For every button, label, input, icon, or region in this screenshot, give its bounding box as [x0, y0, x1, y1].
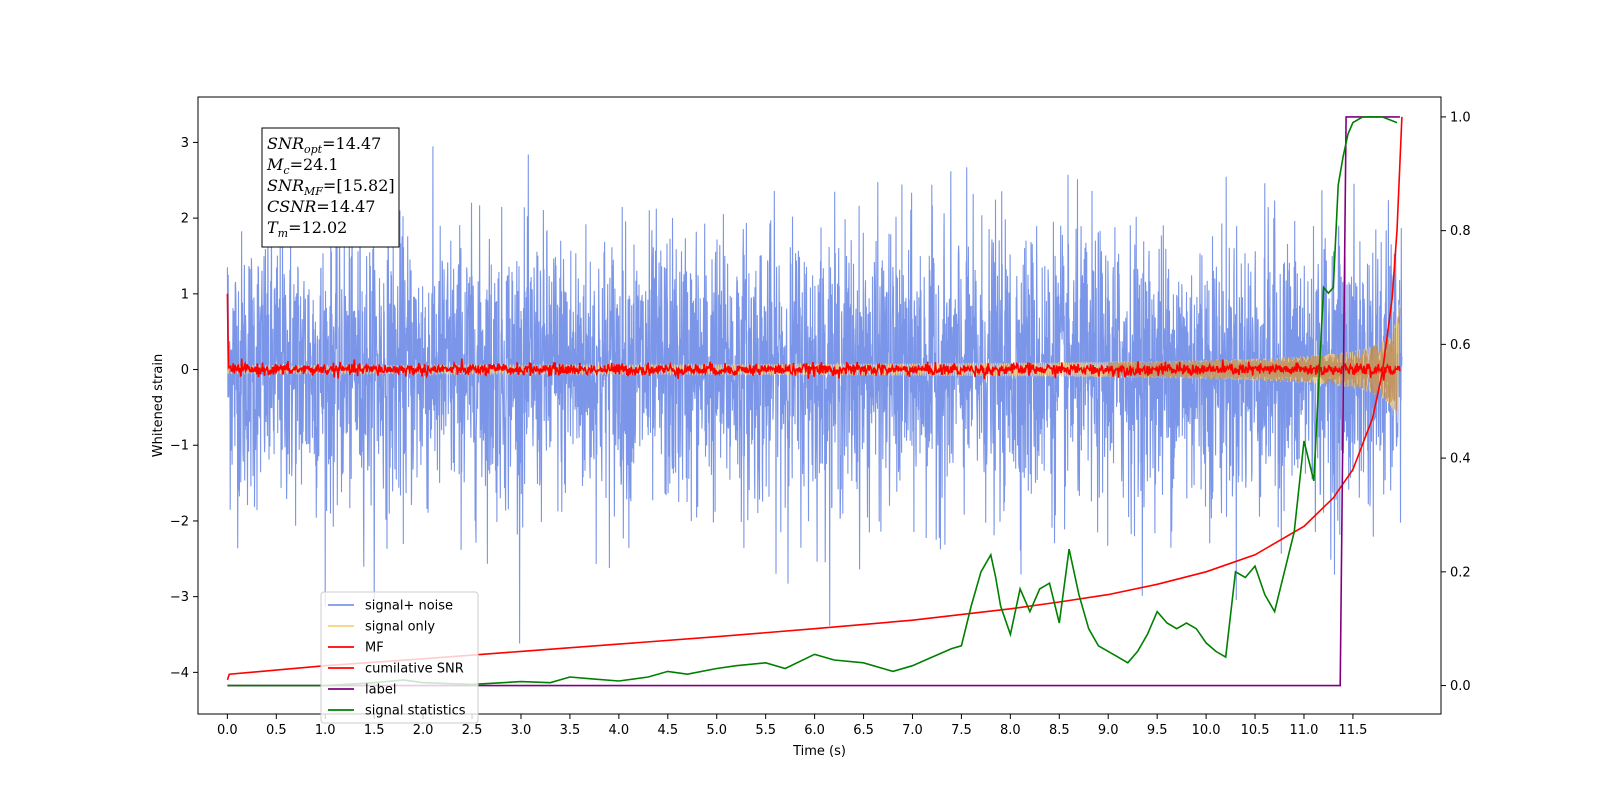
legend-entry: MF	[365, 641, 384, 656]
y2-tick-label: 0.8	[1450, 224, 1471, 239]
series-cumulative-snr	[226, 116, 1403, 681]
y-tick-label: −3	[170, 590, 189, 605]
x-tick-label: 3.0	[511, 723, 532, 738]
x-tick-label: 9.0	[1098, 723, 1119, 738]
annotation-frame	[261, 127, 400, 248]
x-tick-label: 7.0	[902, 723, 923, 738]
x-tick-label: 10.5	[1241, 723, 1270, 738]
y-tick-label: 0	[181, 363, 189, 378]
x-tick-label: 10.0	[1192, 723, 1221, 738]
plot-frame	[197, 96, 1442, 715]
legend-entry: signal statistics	[365, 704, 466, 719]
annotation-line: Mc=24.1	[266, 155, 339, 177]
legend-entry: cumilative SNR	[365, 662, 464, 677]
legend: signal+ noise signal only MF cumilative SNR…	[320, 591, 479, 724]
y-axis-label: Whitened strain	[151, 354, 166, 457]
x-axis: 0.0 0.5 1.0 1.5 2.0 2.5 3.0 3.5 4.0 4.5 5.0 5.5 6.0 6…	[217, 714, 1367, 738]
x-tick-label: 6.5	[853, 723, 874, 738]
y2-tick-label: 0.0	[1450, 679, 1471, 694]
y-tick-label: 2	[181, 212, 189, 227]
x-tick-label: 8.0	[1000, 723, 1021, 738]
y-tick-label: 1	[181, 287, 189, 302]
legend-frame	[320, 591, 479, 724]
x-tick-label: 8.5	[1049, 723, 1070, 738]
annotation-line: SNRopt=14.47	[267, 134, 381, 156]
series-mf	[226, 293, 1401, 381]
x-tick-label: 7.5	[951, 723, 972, 738]
parameter-annotation-box: SNRopt=14.47Mc=24.1SNRMF=[15.82]CSNR=14.…	[261, 127, 400, 248]
annotation-line: SNRMF=[15.82]	[267, 176, 395, 198]
x-tick-label: 4.0	[609, 723, 630, 738]
series-signal-only-overlap	[1107, 307, 1401, 412]
y2-tick-label: 0.2	[1450, 565, 1471, 580]
y2-tick-label: 1.0	[1450, 110, 1471, 125]
x-tick-label: 1.5	[364, 723, 385, 738]
x-tick-label: 0.5	[266, 723, 287, 738]
x-tick-label: 11.0	[1289, 723, 1318, 738]
y2-tick-label: 0.6	[1450, 338, 1471, 353]
annotation-line: Tm=12.02	[267, 218, 347, 240]
x-tick-label: 2.0	[413, 723, 434, 738]
y-tick-label: −4	[170, 666, 189, 681]
plot-area	[226, 116, 1403, 687]
legend-entry: signal+ noise	[365, 599, 453, 614]
x-tick-label: 1.0	[315, 723, 336, 738]
y-tick-label: −2	[170, 514, 189, 529]
x-tick-label: 9.5	[1147, 723, 1168, 738]
y-tick-label: 3	[181, 136, 189, 151]
x-tick-label: 3.5	[560, 723, 581, 738]
x-tick-label: 11.5	[1338, 723, 1367, 738]
y-axis-left: −4 −3 −2 −1 0 1 2 3	[170, 136, 198, 681]
legend-entry: signal only	[365, 620, 435, 635]
y-tick-label: −1	[170, 439, 189, 454]
series-signal-statistics	[227, 116, 1398, 687]
x-tick-label: 5.0	[706, 723, 727, 738]
x-tick-label: 2.5	[462, 723, 483, 738]
x-tick-label: 0.0	[217, 723, 238, 738]
annotation-line: CSNR=14.47	[267, 197, 375, 216]
y-axis-right: 0.0 0.2 0.4 0.6 0.8 1.0	[1441, 110, 1471, 694]
legend-entry: label	[365, 683, 396, 698]
y2-tick-label: 0.4	[1450, 452, 1471, 467]
x-tick-label: 6.0	[804, 723, 825, 738]
x-axis-label: Time (s)	[792, 744, 846, 759]
x-tick-label: 5.5	[755, 723, 776, 738]
x-tick-label: 4.5	[657, 723, 678, 738]
